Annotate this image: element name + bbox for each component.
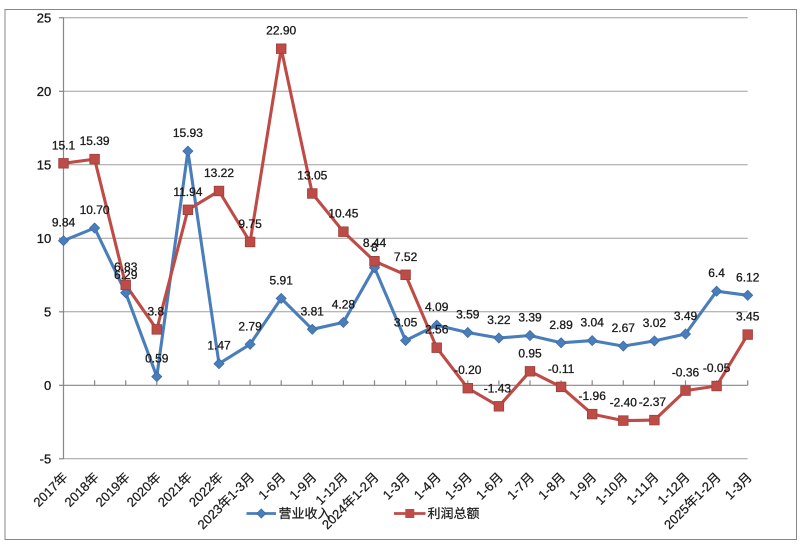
svg-text:15: 15	[37, 157, 51, 172]
svg-text:3.22: 3.22	[487, 313, 511, 327]
svg-text:3.59: 3.59	[456, 308, 480, 322]
svg-text:0: 0	[44, 378, 51, 393]
svg-text:-0.05: -0.05	[703, 361, 731, 375]
svg-text:3.49: 3.49	[674, 309, 698, 323]
svg-text:15.1: 15.1	[52, 138, 76, 152]
svg-text:3.39: 3.39	[518, 311, 542, 325]
svg-text:2.67: 2.67	[612, 321, 636, 335]
svg-text:3.8: 3.8	[147, 304, 164, 318]
svg-text:2.79: 2.79	[238, 319, 262, 333]
svg-text:6.83: 6.83	[114, 260, 138, 274]
svg-text:8: 8	[371, 241, 378, 255]
svg-text:10.70: 10.70	[80, 203, 110, 217]
svg-text:11.94: 11.94	[173, 185, 202, 199]
svg-text:-0.11: -0.11	[548, 362, 575, 376]
svg-text:10.45: 10.45	[328, 207, 358, 221]
svg-text:15.93: 15.93	[173, 126, 203, 140]
svg-text:0.59: 0.59	[145, 352, 169, 366]
svg-text:8.44: 8.44	[363, 236, 387, 250]
svg-text:13.05: 13.05	[297, 169, 327, 183]
svg-text:4.28: 4.28	[332, 297, 356, 311]
svg-text:15.39: 15.39	[80, 134, 110, 148]
svg-text:3.04: 3.04	[581, 316, 605, 330]
svg-text:2.89: 2.89	[549, 318, 573, 332]
svg-text:-2.37: -2.37	[639, 395, 667, 409]
svg-text:-0.20: -0.20	[454, 363, 482, 377]
svg-text:5: 5	[44, 304, 51, 319]
svg-text:3.45: 3.45	[736, 310, 760, 324]
svg-text:3.02: 3.02	[643, 316, 667, 330]
svg-text:0.95: 0.95	[518, 346, 542, 360]
svg-text:1.47: 1.47	[207, 339, 231, 353]
svg-text:-1.43: -1.43	[484, 381, 512, 395]
svg-text:-2.40: -2.40	[610, 396, 638, 410]
svg-text:3.81: 3.81	[301, 304, 325, 318]
svg-text:13.22: 13.22	[204, 166, 234, 180]
svg-text:-0.36: -0.36	[672, 366, 700, 380]
svg-text:-1.96: -1.96	[579, 389, 607, 403]
svg-text:2.56: 2.56	[425, 323, 449, 337]
svg-text:5.91: 5.91	[270, 273, 294, 287]
svg-text:20: 20	[37, 84, 51, 99]
svg-text:10: 10	[37, 231, 51, 246]
svg-text:4.09: 4.09	[425, 300, 449, 314]
svg-text:-5: -5	[40, 451, 52, 466]
svg-text:6.29: 6.29	[114, 268, 138, 282]
svg-text:3.05: 3.05	[394, 316, 418, 330]
svg-text:7.52: 7.52	[394, 250, 418, 264]
svg-text:25: 25	[37, 10, 51, 25]
svg-text:6.12: 6.12	[736, 270, 760, 284]
svg-text:9.75: 9.75	[238, 217, 262, 231]
svg-text:22.90: 22.90	[266, 24, 296, 38]
svg-text:6.4: 6.4	[708, 266, 725, 280]
svg-text:9.84: 9.84	[52, 216, 76, 230]
